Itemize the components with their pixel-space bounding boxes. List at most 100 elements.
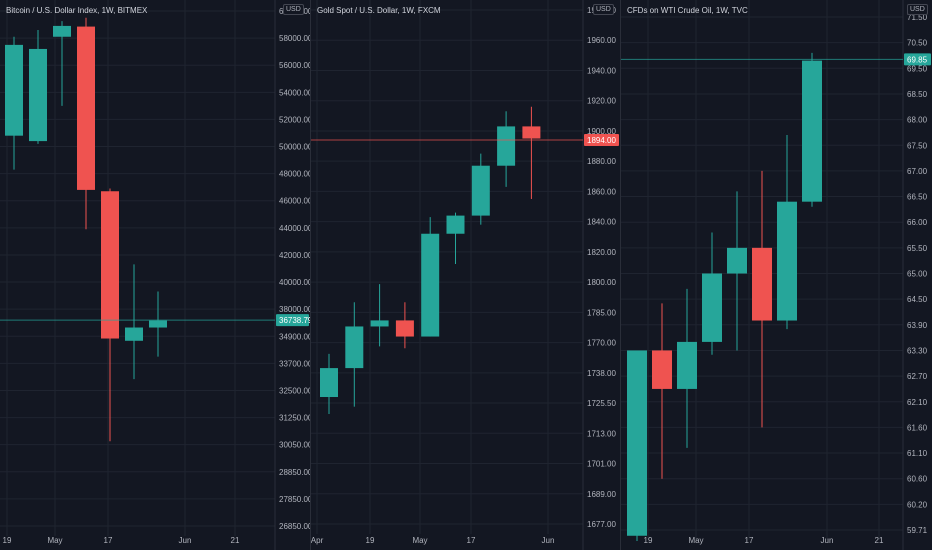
x-tick-label: May: [412, 536, 427, 545]
chart-panel-oil[interactable]: 71.50 70.50 69.50 68.50 68.00 67.50 67.00 66.50…: [621, 0, 932, 550]
y-tick-label: 59.71: [907, 526, 928, 535]
candle-body: [627, 350, 647, 536]
y-tick-label: 1820.00: [587, 248, 616, 257]
y-tick-label: 30050.00: [279, 441, 310, 450]
candle-body: [677, 341, 697, 389]
y-tick-label: 46000.00: [279, 197, 310, 206]
y-tick-label: 40000.00: [279, 278, 310, 287]
y-tick-label: 31250.00: [279, 414, 310, 423]
y-tick-label: 1840.00: [587, 218, 616, 227]
y-tick-label: 1900.00: [587, 127, 616, 136]
y-tick-label: 61.60: [907, 423, 928, 432]
y-tick-label: 62.70: [907, 372, 928, 381]
chart-svg-gold[interactable]: 1980.001960.001940.001920.001900.001880.…: [311, 0, 620, 550]
y-tick-label: 1960.00: [587, 36, 616, 45]
x-tick-label: 19: [366, 536, 375, 545]
chart-panel-gold[interactable]: 1980.001960.001940.001920.001900.001880.…: [311, 0, 620, 550]
y-tick-label: 56000.00: [279, 61, 310, 70]
y-tick-label: 1860.00: [587, 187, 616, 196]
x-tick-label: 19: [644, 536, 653, 545]
candle-body: [345, 326, 364, 369]
panel-divider[interactable]: [310, 0, 311, 550]
y-tick-label: 1677.00: [587, 520, 616, 529]
chart-svg-btc[interactable]: 62000.0058000.0056000.0054000.0052000.00…: [0, 0, 310, 550]
y-tick-label: 64.50: [907, 295, 928, 304]
x-tick-label: Apr: [311, 536, 324, 545]
y-tick-label: 27850.00: [279, 495, 310, 504]
candle-body: [395, 320, 414, 337]
x-tick-label: May: [47, 536, 62, 545]
candle-body: [421, 233, 440, 337]
y-tick-label: 1725.50: [587, 399, 616, 408]
currency-label[interactable]: USD: [907, 4, 928, 15]
candle-body: [125, 327, 143, 341]
y-tick-label: 60.20: [907, 500, 928, 509]
y-tick-label: 28850.00: [279, 468, 310, 477]
candle-body: [777, 201, 797, 321]
x-tick-label: 21: [875, 536, 884, 545]
y-tick-label: 66.00: [907, 218, 928, 227]
y-tick-label: 58000.00: [279, 34, 310, 43]
candle-body: [53, 25, 71, 37]
candle-body: [320, 368, 338, 398]
last-price-label: 1894.00: [587, 136, 616, 145]
x-tick-label: Jun: [821, 536, 834, 545]
y-tick-label: 1738.00: [587, 369, 616, 378]
y-tick-label: 32500.00: [279, 386, 310, 395]
y-tick-label: 1940.00: [587, 66, 616, 75]
candle-body: [497, 126, 516, 166]
y-tick-label: 1689.00: [587, 490, 616, 499]
y-tick-label: 52000.00: [279, 115, 310, 124]
y-tick-label: 48000.00: [279, 170, 310, 179]
last-price-label: 69.85: [907, 55, 928, 64]
candle-body: [727, 247, 747, 274]
y-tick-label: 69.50: [907, 64, 928, 73]
chart-title: CFDs on WTI Crude Oil, 1W, TVC: [627, 6, 748, 15]
y-tick-label: 44000.00: [279, 224, 310, 233]
y-tick-label: 1785.00: [587, 308, 616, 317]
last-price-badge: [276, 314, 309, 327]
y-tick-label: 68.00: [907, 116, 928, 125]
currency-label[interactable]: USD: [593, 4, 614, 15]
y-tick-label: 26850.00: [279, 522, 310, 531]
candle-body: [802, 60, 822, 202]
last-price-label: 36738.79: [279, 316, 310, 325]
y-tick-label: 50000.00: [279, 143, 310, 152]
y-tick-label: 67.50: [907, 141, 928, 150]
y-tick-label: 61.10: [907, 449, 928, 458]
y-tick-label: 1920.00: [587, 97, 616, 106]
candle-body: [752, 247, 772, 321]
last-price-badge: [904, 53, 931, 66]
chart-svg-oil[interactable]: 71.50 70.50 69.50 68.50 68.00 67.50 67.00 66.50…: [621, 0, 932, 550]
x-tick-label: May: [688, 536, 703, 545]
x-tick-label: 17: [104, 536, 113, 545]
y-tick-label: 60.60: [907, 475, 928, 484]
y-tick-label: 1800.00: [587, 278, 616, 287]
y-tick-label: 68.50: [907, 90, 928, 99]
candle-body: [471, 165, 490, 216]
y-tick-label: 33700.00: [279, 359, 310, 368]
panel-divider[interactable]: [620, 0, 621, 550]
candle-body: [652, 350, 672, 389]
y-tick-label: 1770.00: [587, 339, 616, 348]
x-tick-label: Jun: [179, 536, 192, 545]
x-tick-label: 17: [467, 536, 476, 545]
currency-label[interactable]: USD: [283, 4, 304, 15]
chart-panel-btc[interactable]: 62000.0058000.0056000.0054000.0052000.00…: [0, 0, 310, 550]
y-tick-label: 62.10: [907, 398, 928, 407]
candle-body: [149, 320, 167, 328]
x-tick-label: 19: [3, 536, 12, 545]
y-tick-label: 71.50: [907, 13, 928, 22]
candle-body: [370, 320, 389, 327]
y-tick-label: 38000.00: [279, 305, 310, 314]
x-tick-label: 17: [745, 536, 754, 545]
y-tick-label: 42000.00: [279, 251, 310, 260]
chart-title: Bitcoin / U.S. Dollar Index, 1W, BITMEX: [6, 6, 148, 15]
y-tick-label: 66.50: [907, 193, 928, 202]
x-tick-label: 21: [231, 536, 240, 545]
x-tick-label: Jun: [542, 536, 555, 545]
chart-title: Gold Spot / U.S. Dollar, 1W, FXCM: [317, 6, 441, 15]
candle-body: [29, 48, 47, 142]
candle-body: [522, 126, 541, 139]
y-tick-label: 1713.00: [587, 429, 616, 438]
